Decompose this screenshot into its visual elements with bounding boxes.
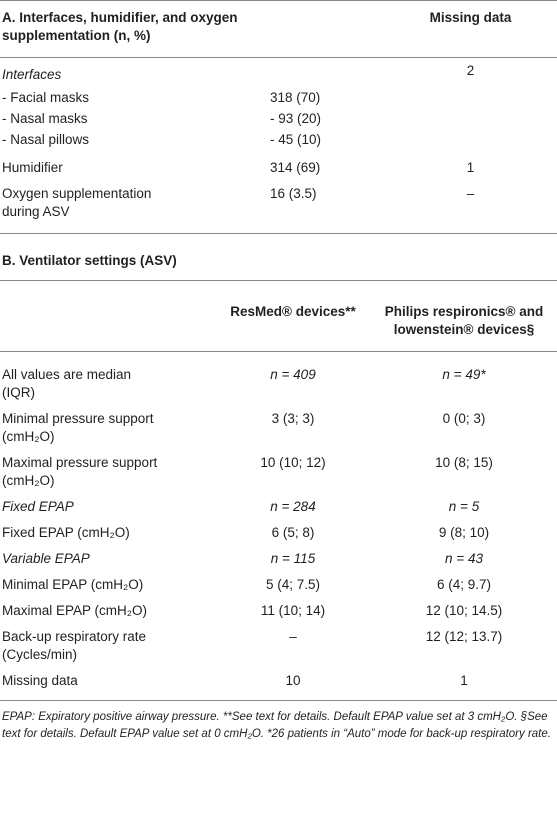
- value-cell: - 93 (20): [270, 111, 322, 126]
- value-cell: 10 (8; 15): [435, 455, 493, 470]
- row-label: Humidifier: [2, 160, 63, 175]
- row: - Nasal masks - 93 (20): [0, 109, 557, 130]
- table-a-body: A. Interfaces, humidifier, and oxygen su…: [0, 0, 557, 234]
- empty-cell: [388, 88, 557, 109]
- missing-cell: 1: [466, 160, 475, 175]
- value-cell: 3 (3; 3): [271, 411, 315, 426]
- value-cell: n = 49*: [442, 367, 486, 382]
- value-cell: n = 5: [448, 499, 480, 514]
- value-cell: 10 (10; 12): [260, 455, 326, 470]
- row: - Facial masks 318 (70): [0, 88, 557, 109]
- row: Missing data 10 1: [0, 668, 557, 701]
- row-label: - Nasal pillows: [2, 132, 90, 147]
- header-row: A. Interfaces, humidifier, and oxygen su…: [0, 0, 557, 58]
- section-title: B. Ventilator settings (ASV): [2, 253, 177, 268]
- row: Fixed EPAP (cmH₂O) 6 (5; 8) 9 (8; 10): [0, 520, 557, 546]
- row-label: Fixed EPAP (cmH₂O): [2, 525, 130, 540]
- row: Fixed EPAP n = 284 n = 5: [0, 494, 557, 520]
- value-cell: 0 (0; 3): [442, 411, 486, 426]
- value-cell: 16 (3.5): [270, 186, 317, 201]
- value-cell: n = 409: [270, 367, 316, 382]
- row: Maximal EPAP (cmH₂O) 11 (10; 14) 12 (10; 1…: [0, 598, 557, 624]
- missing-cell: –: [466, 186, 475, 201]
- row-label: - Nasal masks: [2, 111, 88, 126]
- value-cell: n = 115: [270, 551, 316, 566]
- row-label: Maximal pressure support (cmH₂O): [2, 455, 158, 488]
- row-label: Interfaces: [2, 67, 62, 82]
- value-cell: 6 (4; 9.7): [436, 577, 492, 592]
- row-label: Missing data: [2, 673, 78, 688]
- value-cell: n = 284: [270, 499, 316, 514]
- empty-cell: [388, 130, 557, 151]
- value-cell: n = 43: [445, 551, 483, 566]
- empty-cell: [268, 1, 388, 58]
- table-b: B. Ventilator settings (ASV) ResMed® dev…: [0, 233, 557, 701]
- column-header: Philips respironics® and lowenstein® dev…: [384, 304, 544, 337]
- row-label: Oxygen supplementation during ASV: [2, 186, 152, 219]
- table-a: A. Interfaces, humidifier, and oxygen su…: [0, 0, 557, 233]
- empty-cell: [0, 281, 215, 352]
- value-cell: 6 (5; 8): [271, 525, 315, 540]
- row: All values are median (IQR) n = 409 n = 49…: [0, 352, 557, 407]
- row-label: Minimal EPAP (cmH₂O): [2, 577, 144, 592]
- value-cell: 314 (69): [270, 160, 321, 175]
- row-label: - Facial masks: [2, 90, 90, 105]
- row: Back-up respiratory rate (Cycles/min) – 12…: [0, 624, 557, 668]
- row: Interfaces 2: [0, 58, 557, 89]
- row-label: Fixed EPAP: [2, 499, 74, 514]
- section-row: B. Ventilator settings (ASV): [0, 233, 557, 281]
- missing-cell: 2: [466, 63, 475, 78]
- row-label: Maximal EPAP (cmH₂O): [2, 603, 148, 618]
- row-label: Back-up respiratory rate (Cycles/min): [2, 629, 147, 662]
- row: Variable EPAP n = 115 n = 43: [0, 546, 557, 572]
- header-row: ResMed® devices** Philips respironics® a…: [0, 281, 557, 352]
- empty-cell: [388, 109, 557, 130]
- row: - Nasal pillows - 45 (10): [0, 130, 557, 151]
- table-b-body: B. Ventilator settings (ASV) ResMed® dev…: [0, 233, 557, 701]
- value-cell: 5 (4; 7.5): [265, 577, 321, 592]
- value-cell: 318 (70): [270, 90, 321, 105]
- value-cell: –: [289, 629, 297, 644]
- row: Humidifier 314 (69) 1: [0, 151, 557, 181]
- value-cell: 1: [460, 673, 468, 688]
- column-header: ResMed® devices**: [230, 304, 356, 319]
- column-header: Missing data: [429, 10, 512, 25]
- row-label: All values are median (IQR): [2, 367, 132, 400]
- value-cell: 9 (8; 10): [438, 525, 490, 540]
- row: Maximal pressure support (cmH₂O) 10 (10; …: [0, 450, 557, 494]
- row: Oxygen supplementation during ASV 16 (3.5…: [0, 181, 557, 233]
- value-cell: 12 (12; 13.7): [425, 629, 503, 644]
- row: Minimal pressure support (cmH₂O) 3 (3; 3)…: [0, 406, 557, 450]
- value-cell: 12 (10; 14.5): [425, 603, 503, 618]
- row-label: Variable EPAP: [2, 551, 90, 566]
- row: Minimal EPAP (cmH₂O) 5 (4; 7.5) 6 (4; 9.7): [0, 572, 557, 598]
- row-label: Minimal pressure support (cmH₂O): [2, 411, 154, 444]
- footnote: EPAP: Expiratory positive airway pressur…: [2, 711, 551, 740]
- value-cell: 10: [285, 673, 301, 688]
- value-cell: 11 (10; 14): [260, 603, 326, 618]
- value-cell: - 45 (10): [270, 132, 322, 147]
- empty-cell: [268, 58, 388, 89]
- section-title: A. Interfaces, humidifier, and oxygen su…: [2, 10, 238, 43]
